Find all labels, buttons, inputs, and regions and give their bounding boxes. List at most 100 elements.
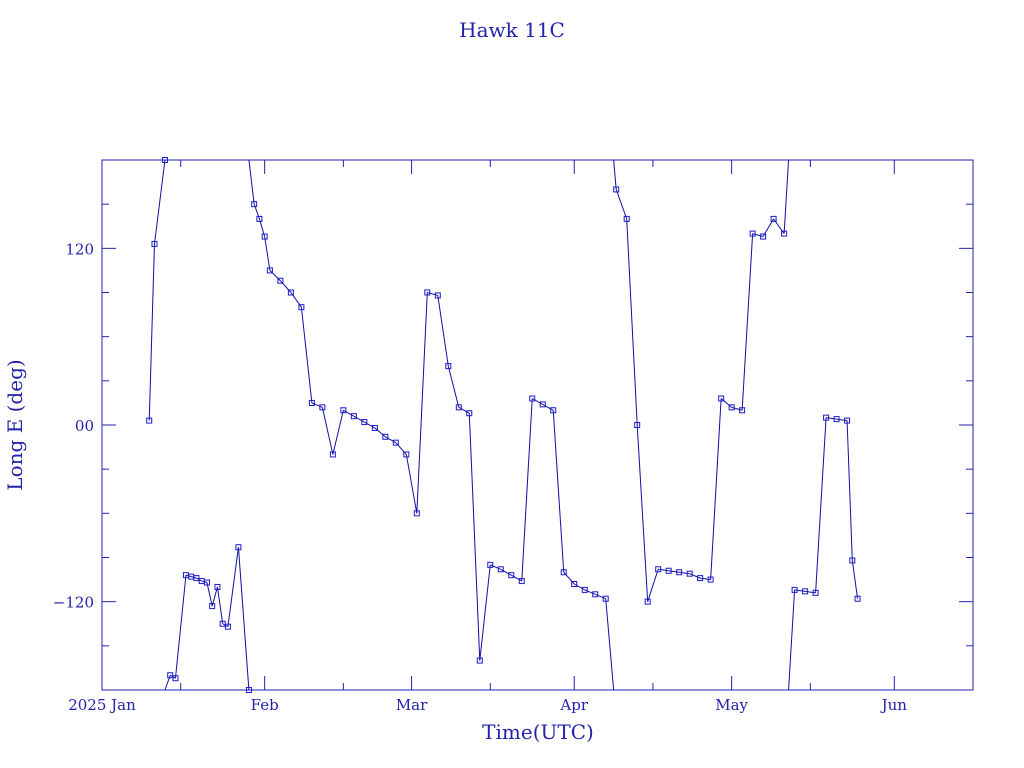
data-point: [560, 569, 567, 576]
series-segment: [447, 365, 460, 408]
series-segment: [605, 598, 615, 691]
series-segment: [595, 593, 606, 600]
data-point: [434, 292, 441, 299]
data-point: [455, 404, 462, 411]
data-point: [655, 566, 662, 573]
data-point: [382, 433, 389, 440]
series-segment: [788, 589, 796, 691]
series-segment: [416, 292, 428, 514]
series-segment: [636, 424, 649, 602]
series-segment: [211, 586, 218, 607]
data-point: [550, 407, 557, 414]
series-segment: [826, 417, 837, 420]
data-point: [497, 566, 504, 573]
y-tick-label: −120: [53, 594, 94, 612]
data-point: [854, 595, 861, 602]
data-point: [319, 404, 326, 411]
series-segment: [542, 403, 554, 411]
data-point: [235, 544, 242, 551]
series-segment: [511, 574, 523, 582]
series-segment: [311, 402, 323, 408]
series-segment: [658, 568, 669, 572]
series-segment: [851, 560, 859, 599]
data-point: [266, 267, 273, 274]
series-segment: [615, 189, 628, 220]
data-point: [261, 233, 268, 240]
axes-layer: 120 00 −120 2025 Jan Feb Mar Apr May Jun: [53, 160, 973, 714]
data-point: [833, 416, 840, 423]
series-segment: [731, 406, 743, 411]
series-segment: [626, 218, 638, 426]
data-point: [392, 439, 399, 446]
series-segment: [783, 159, 790, 234]
x-axis-label: Time(UTC): [482, 720, 594, 744]
series-segment: [679, 571, 690, 575]
series-segment: [689, 573, 701, 579]
series-segment: [647, 569, 659, 602]
data-point: [161, 157, 168, 163]
data-point: [298, 304, 305, 311]
series-segment: [468, 413, 481, 661]
data-point: [571, 581, 578, 587]
series-segment: [332, 410, 344, 455]
data-point: [308, 399, 315, 406]
data-point: [686, 570, 693, 577]
data-point: [251, 201, 258, 208]
data-point: [445, 363, 452, 370]
plot-frame: [101, 159, 974, 691]
x-tick-label: 2025 Jan: [68, 696, 136, 714]
series-segment: [500, 568, 512, 576]
data-point: [634, 422, 641, 428]
data-point: [529, 395, 536, 402]
series-segment: [237, 547, 250, 691]
data-point: [371, 424, 378, 431]
series-segment: [395, 442, 407, 455]
data-point: [403, 451, 410, 458]
series-segment: [613, 159, 617, 190]
data-point: [245, 687, 252, 693]
data-point: [413, 510, 420, 517]
data-point: [823, 414, 830, 421]
series-segment: [794, 589, 806, 592]
y-tick-label: 120: [65, 240, 94, 258]
x-tick-label: Apr: [559, 696, 588, 714]
plot-area: [101, 159, 974, 691]
data-point: [802, 588, 809, 595]
x-tick-label: May: [715, 696, 748, 714]
data-point: [224, 623, 231, 630]
data-point: [781, 230, 788, 237]
series-segment: [437, 295, 449, 367]
series-segment: [264, 236, 271, 271]
data-point: [466, 410, 473, 417]
data-point: [718, 395, 725, 402]
y-axis-label: Long E (deg): [3, 359, 27, 490]
data-point: [623, 215, 630, 222]
series-segment: [584, 589, 596, 595]
series-segment: [227, 547, 239, 627]
data-point: [613, 186, 620, 193]
data-point: [518, 578, 525, 585]
series-segment: [300, 307, 313, 403]
series-segment: [216, 586, 224, 624]
series-segment: [720, 398, 732, 408]
data-point: [151, 240, 158, 247]
data-point: [350, 413, 357, 420]
data-point: [539, 401, 546, 408]
series-segment: [364, 421, 376, 429]
data-point: [770, 215, 777, 222]
data-point: [697, 575, 704, 582]
data-point: [214, 583, 221, 590]
data-point: [760, 233, 767, 240]
data-point: [203, 579, 210, 586]
series-segment: [710, 398, 722, 580]
series-segment: [405, 454, 418, 514]
data-point: [487, 561, 494, 568]
data-point: [361, 419, 368, 426]
data-point: [602, 595, 609, 602]
data-point: [749, 230, 756, 237]
series-segment: [427, 292, 438, 296]
series-segment: [846, 420, 853, 561]
data-point: [844, 417, 851, 424]
series-segment: [552, 410, 565, 573]
data-point: [791, 586, 798, 593]
